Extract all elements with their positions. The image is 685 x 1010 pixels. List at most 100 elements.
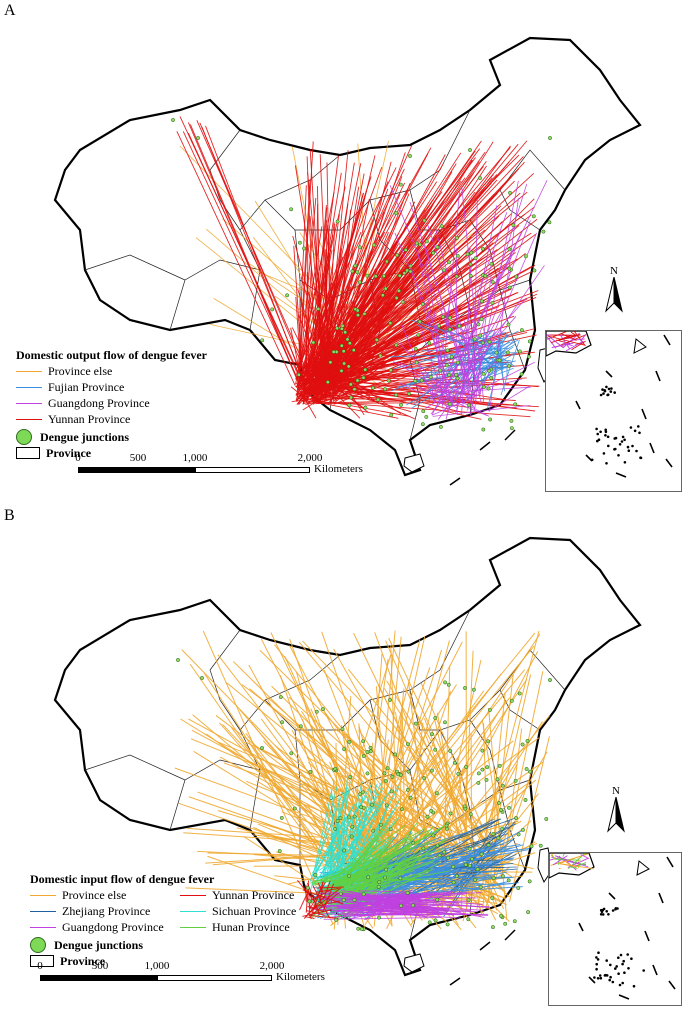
inset-islet [607,913,610,916]
dengue-junction [457,772,460,775]
dengue-junction [437,324,440,327]
dengue-junction [441,315,444,318]
dengue-junction [434,748,437,751]
dengue-junction [312,341,315,344]
legend-item: Sichuan Province [180,903,330,919]
inset-island [637,861,649,875]
dengue-junction [507,364,510,367]
dengue-junction [364,406,367,409]
dengue-junction [378,880,381,883]
dengue-junction [545,817,548,820]
inset-islet [591,459,594,462]
dengue-junction [430,769,433,772]
dengue-junction [369,746,372,749]
dengue-junction [421,423,424,426]
dengue-junction [455,275,458,278]
legend-item: Guangdong Province [16,395,207,411]
dengue-junction [401,301,404,304]
dengue-junction [347,365,350,368]
dengue-junction [476,868,479,871]
legend-title: Domestic output flow of dengue fever [16,347,207,363]
dengue-junction [432,834,435,837]
dengue-junction [408,154,411,157]
legend-label: Province else [62,887,126,903]
dengue-junction [389,828,392,831]
dengue-junction [430,809,433,812]
dengue-junction [515,275,518,278]
dengue-junction [356,313,359,316]
inset-islet [610,387,613,390]
dengue-junction [490,262,493,265]
dengue-junction [353,388,356,391]
dengue-junction [524,798,527,801]
dengue-junction [297,373,300,376]
dengue-junction [350,835,353,838]
dengue-junction [467,898,470,901]
dengue-junction [342,898,345,901]
legend-label: Zhejiang Province [62,903,150,919]
sea-boundary-dash [664,335,670,345]
dengue-junction [443,851,446,854]
dengue-junction [469,263,472,266]
dengue-junction [485,778,488,781]
inset-islet [631,445,634,448]
dengue-junction [455,373,458,376]
inset-map [546,331,681,491]
dengue-junction [418,243,421,246]
dengue-junction [382,274,385,277]
dengue-junction [200,676,203,679]
dengue-junction [456,361,459,364]
dengue-junction [442,269,445,272]
dengue-junction [340,369,343,372]
legend-label: Fujian Province [48,379,124,395]
inset-islet [619,443,622,446]
dengue-junction [422,847,425,850]
inset-islet [605,910,608,913]
dengue-junction [463,686,466,689]
dengue-junction [472,688,475,691]
dengue-junction [443,721,446,724]
dengue-junction [506,351,509,354]
dengue-junction [438,854,441,857]
dengue-junction [342,362,345,365]
dengue-junction [455,236,458,239]
inset-islet [613,391,616,394]
dengue-junction [434,919,437,922]
dengue-junction [299,725,302,728]
dengue-junction [356,309,359,312]
dengue-junction [528,770,531,773]
dengue-junction [508,267,511,270]
dengue-junction [359,806,362,809]
dengue-junction [492,832,495,835]
inset-islet [638,432,641,435]
dengue-junction [510,419,513,422]
dengue-junction [517,886,520,889]
dengue-junction [501,875,504,878]
legend-label: Guangdong Province [62,919,164,935]
dengue-junction [498,764,501,767]
dengue-junction [349,396,352,399]
scale-unit: Kilometers [314,463,363,475]
dengue-junction [446,349,449,352]
dengue-junction [468,864,471,867]
dengue-junction [497,801,500,804]
inset-islet [600,394,603,397]
dengue-junction [474,257,477,260]
dengue-junction [360,927,363,930]
dengue-junction [445,824,448,827]
inset-islet [621,440,624,443]
dengue-junction [524,255,527,258]
sea-boundary-dash [656,371,660,381]
dengue-junction [289,208,292,211]
inset-islet [633,985,636,988]
inset-islet [635,450,638,453]
dengue-junction [446,856,449,859]
inset-islet [607,436,610,439]
dengue-junction [447,683,450,686]
dengue-junction [539,844,542,847]
dengue-junction [513,920,516,923]
inset-islet [620,954,623,957]
inset-islet [603,452,606,455]
dengue-junction [432,251,435,254]
inset-islet [605,462,608,465]
